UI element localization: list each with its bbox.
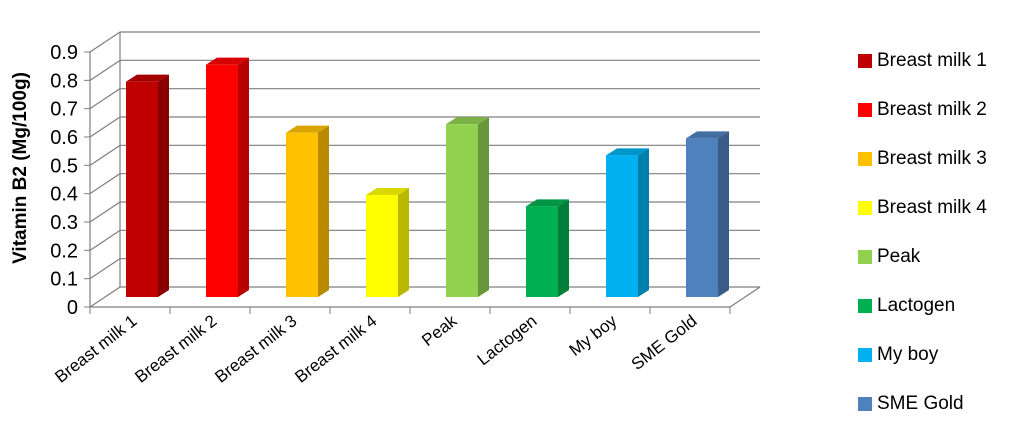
gridline-side	[89, 116, 121, 138]
bar-side	[398, 188, 409, 297]
bar-top	[526, 199, 569, 207]
legend-label: Breast milk 4	[877, 196, 987, 218]
bar-6	[526, 199, 569, 297]
bar-side	[158, 74, 169, 298]
legend-label: Breast milk 3	[877, 147, 987, 169]
legend-item: Peak	[858, 232, 1025, 281]
bar-front	[206, 64, 238, 298]
bar-front	[446, 124, 478, 298]
bars-layer	[126, 57, 729, 298]
y-tick-label: 0.3	[50, 212, 78, 234]
x-tick-label: Breast milk 3	[211, 311, 300, 386]
x-tick-label: Lactogen	[474, 311, 541, 369]
legend-item: Breast milk 1	[858, 36, 1025, 85]
bar-2	[206, 57, 249, 298]
x-tick-label: My boy	[566, 311, 621, 360]
y-tick-label: 0.9	[50, 42, 78, 64]
bar-top	[206, 57, 249, 65]
bar-front	[126, 81, 158, 298]
legend-label: My boy	[877, 343, 939, 365]
gridline-side	[89, 144, 121, 166]
bar-top	[446, 117, 489, 125]
bar-side	[318, 125, 329, 298]
legend: Breast milk 1 Breast milk 2 Breast milk 3 B…	[858, 36, 1025, 428]
legend-item: Breast milk 4	[858, 183, 1025, 232]
bar-front	[366, 195, 398, 297]
bar-front	[286, 132, 318, 297]
bar-side	[238, 57, 249, 297]
y-tick-label: 0.6	[50, 127, 78, 149]
x-tick-label: Breast milk 2	[131, 311, 220, 386]
legend-swatch	[858, 53, 872, 68]
floor-edge	[729, 286, 761, 308]
bar-3	[286, 125, 329, 298]
bar-5	[446, 117, 489, 298]
legend-label: Lactogen	[877, 294, 956, 316]
bar-top	[686, 131, 729, 139]
gridline-side	[89, 59, 121, 81]
legend-swatch	[858, 249, 872, 264]
gridline-side	[89, 201, 121, 223]
x-tick-label: SME Gold	[628, 311, 701, 374]
legend-swatch	[858, 298, 872, 313]
x-tick-label: Breast milk 1	[51, 311, 140, 386]
y-tick-label: 0.4	[50, 184, 78, 206]
x-tick-label: Peak	[418, 311, 461, 350]
legend-label: Peak	[877, 245, 921, 267]
y-tick-labels: 0 0.1 0.2 0.3 0.4 0.5 0.6 0.7 0.8 0.9	[50, 42, 78, 319]
legend-label: Breast milk 1	[877, 49, 987, 71]
bar-side	[478, 117, 489, 298]
legend-swatch	[858, 151, 872, 166]
legend-swatch	[858, 347, 872, 362]
bar-top	[366, 188, 409, 195]
y-tick-label: 0.8	[50, 70, 78, 92]
legend-item: Lactogen	[858, 281, 1025, 330]
y-tick-label: 0.2	[50, 240, 78, 262]
gridline-side	[89, 31, 121, 53]
bar-top	[286, 125, 329, 133]
y-tick-label: 0.7	[50, 99, 78, 121]
legend-item: Breast milk 3	[858, 134, 1025, 183]
legend-swatch	[858, 396, 872, 411]
legend-label: Breast milk 2	[877, 98, 987, 120]
legend-item: Breast milk 2	[858, 85, 1025, 134]
gridline-side	[89, 286, 121, 308]
gridline-side	[89, 258, 121, 280]
y-axis-label: Vitamin B2 (Mg/100g)	[10, 72, 31, 264]
gridline-side	[89, 229, 121, 251]
y-tick-label: 0.5	[50, 155, 78, 177]
legend-item: My boy	[858, 330, 1025, 379]
grid-layer	[84, 31, 761, 314]
bar-side	[638, 148, 649, 297]
bar-top	[606, 148, 649, 156]
legend-swatch	[858, 200, 872, 215]
gridline-side	[89, 88, 121, 110]
bar-side	[718, 131, 729, 297]
bar-7	[606, 148, 649, 297]
gridline-side	[89, 173, 121, 195]
bar-side	[558, 199, 569, 297]
bar-top	[126, 74, 169, 82]
bar-1	[126, 74, 169, 298]
bar-8	[686, 131, 729, 297]
y-tick-label: 0	[67, 297, 78, 319]
legend-swatch	[858, 102, 872, 117]
legend-item: SME Gold	[858, 379, 1025, 428]
bar-4	[366, 188, 409, 297]
x-tick-label: Breast milk 4	[291, 311, 380, 386]
bar-front	[606, 155, 638, 297]
bar-front	[526, 206, 558, 297]
y-tick-label: 0.1	[50, 269, 78, 291]
legend-label: SME Gold	[877, 392, 964, 414]
bar-front	[686, 138, 718, 297]
